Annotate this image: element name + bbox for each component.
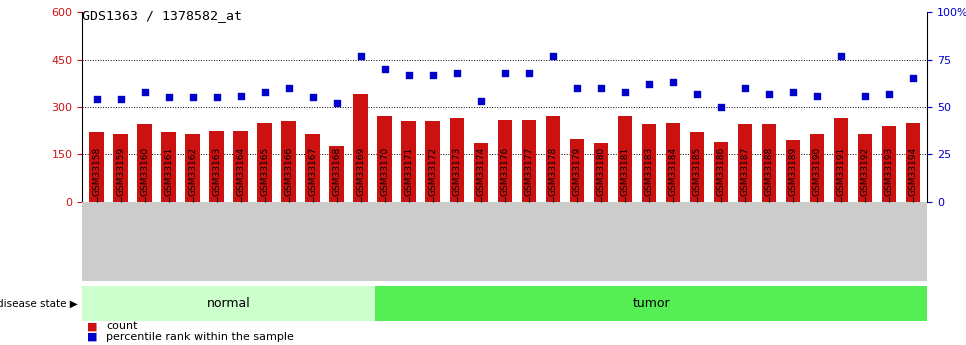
Bar xyxy=(738,124,753,202)
Point xyxy=(666,79,681,85)
Bar xyxy=(234,131,248,202)
Point xyxy=(905,76,921,81)
Point xyxy=(137,89,153,95)
Bar xyxy=(593,143,608,202)
Point xyxy=(160,95,176,100)
Point xyxy=(281,85,297,91)
Bar xyxy=(858,134,872,202)
Bar xyxy=(449,118,464,202)
Bar xyxy=(354,94,368,202)
Point xyxy=(593,85,609,91)
Bar xyxy=(785,140,800,202)
Point xyxy=(185,95,200,100)
Bar xyxy=(257,123,271,202)
Bar xyxy=(761,124,776,202)
Bar xyxy=(473,143,488,202)
Point xyxy=(713,104,728,110)
Bar xyxy=(570,139,584,202)
Bar xyxy=(810,134,824,202)
Point xyxy=(449,70,465,76)
Text: count: count xyxy=(106,322,138,331)
Point xyxy=(761,91,777,96)
Point xyxy=(425,72,440,78)
Bar xyxy=(89,132,103,202)
Bar xyxy=(714,142,728,202)
Bar xyxy=(641,124,656,202)
Point xyxy=(834,53,849,58)
Bar xyxy=(185,134,200,202)
Point xyxy=(328,100,344,106)
Bar xyxy=(497,120,512,202)
Text: tumor: tumor xyxy=(633,297,670,310)
Bar xyxy=(834,118,848,202)
Point xyxy=(497,70,513,76)
Point xyxy=(257,89,272,95)
Point xyxy=(617,89,633,95)
Bar xyxy=(522,120,536,202)
Bar xyxy=(666,123,680,202)
Point xyxy=(353,53,368,58)
Text: disease state ▶: disease state ▶ xyxy=(0,299,77,308)
Bar xyxy=(161,132,176,202)
Bar xyxy=(906,123,921,202)
Text: percentile rank within the sample: percentile rank within the sample xyxy=(106,332,294,342)
Bar xyxy=(425,121,440,202)
Point xyxy=(785,89,801,95)
Text: ■: ■ xyxy=(87,322,98,331)
Point xyxy=(113,97,128,102)
Bar xyxy=(305,134,320,202)
Bar xyxy=(281,121,296,202)
Bar xyxy=(329,147,344,202)
Point xyxy=(209,95,224,100)
Point xyxy=(377,66,392,72)
Point xyxy=(857,93,872,98)
Bar xyxy=(378,117,392,202)
Bar xyxy=(617,117,632,202)
Point xyxy=(473,99,489,104)
Bar xyxy=(402,121,416,202)
Point xyxy=(689,91,704,96)
Point xyxy=(305,95,321,100)
Bar xyxy=(546,117,560,202)
Bar xyxy=(82,286,375,321)
Text: GDS1363 / 1378582_at: GDS1363 / 1378582_at xyxy=(82,9,242,22)
Bar xyxy=(137,124,152,202)
Bar xyxy=(882,126,896,202)
Text: ■: ■ xyxy=(87,332,98,342)
Point xyxy=(737,85,753,91)
Point xyxy=(545,53,560,58)
Bar xyxy=(690,132,704,202)
Bar xyxy=(375,286,927,321)
Point xyxy=(89,97,104,102)
Point xyxy=(641,81,657,87)
Bar xyxy=(113,134,128,202)
Bar xyxy=(210,131,224,202)
Point xyxy=(521,70,536,76)
Point xyxy=(810,93,825,98)
Point xyxy=(569,85,584,91)
Point xyxy=(881,91,896,96)
Point xyxy=(401,72,416,78)
Text: normal: normal xyxy=(207,297,250,310)
Point xyxy=(233,93,248,98)
